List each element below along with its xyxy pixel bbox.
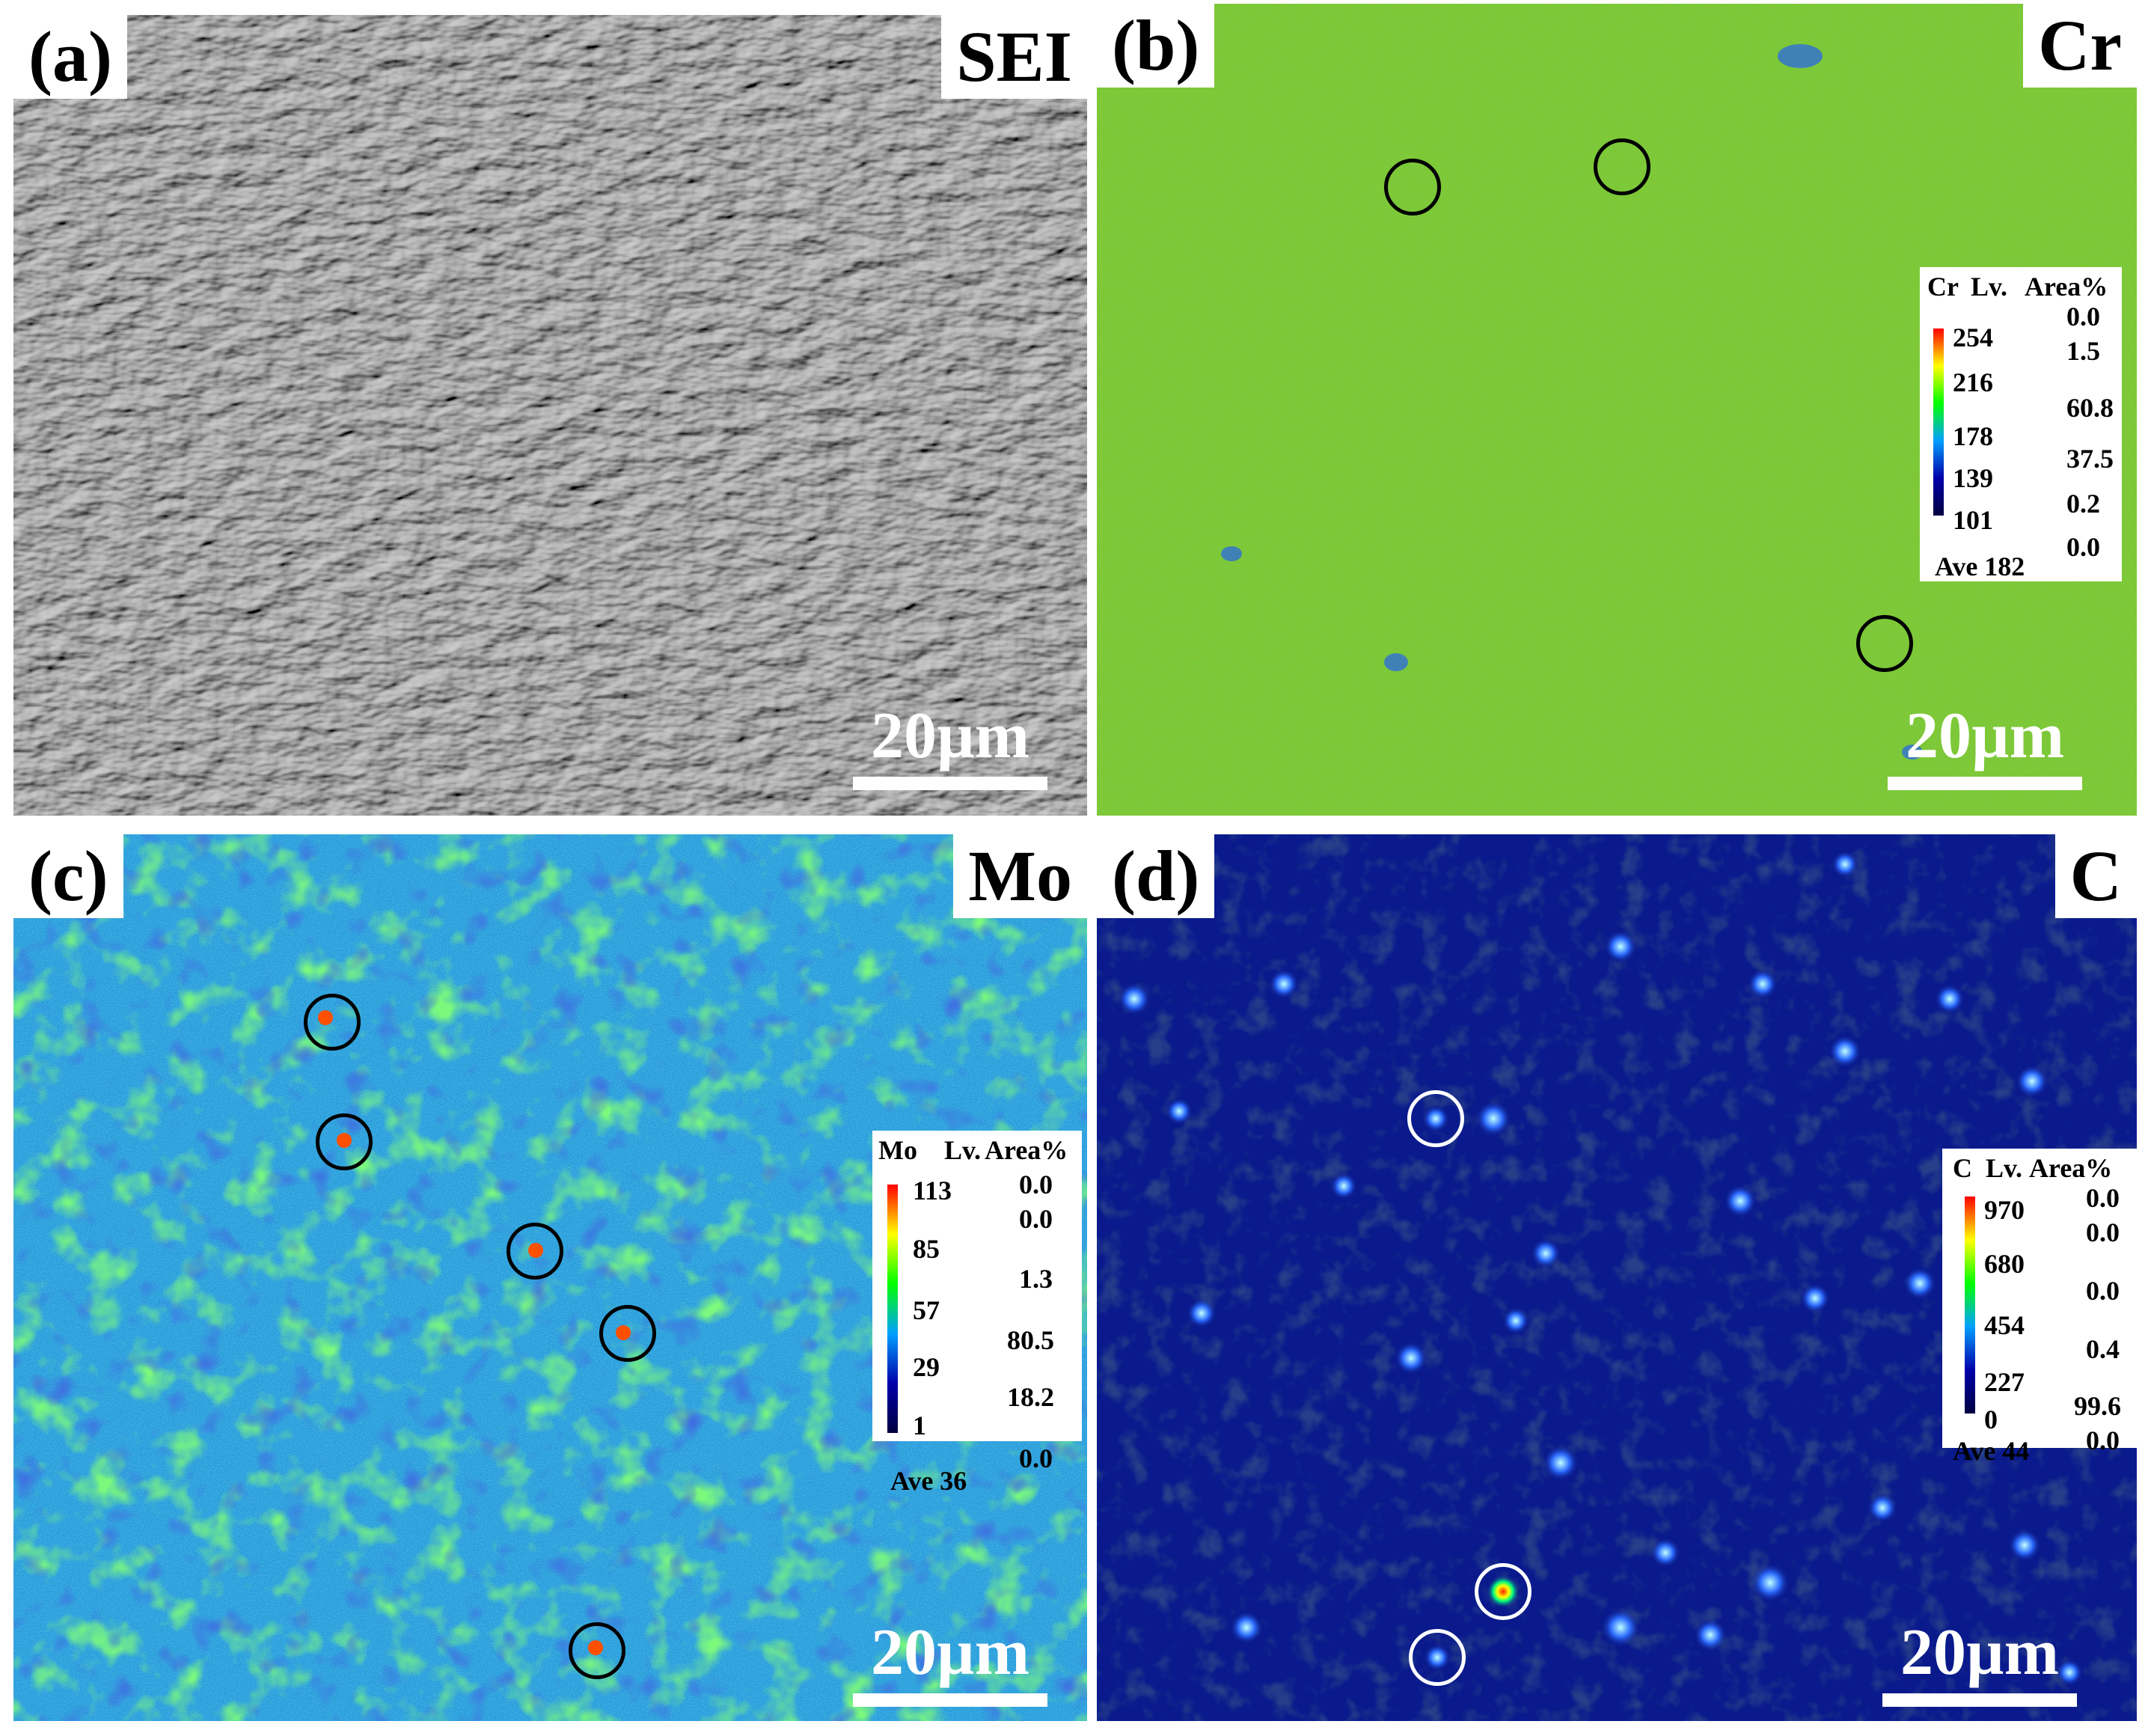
legend-level: 178	[1953, 421, 1993, 451]
legend-level: 680	[1984, 1249, 2025, 1279]
panel-c-label: (c)	[13, 834, 123, 918]
legend-average: Ave 36	[890, 1466, 967, 1496]
panel-d-scale-bar: 20µm	[1882, 1620, 2077, 1707]
marker-circle	[1856, 615, 1913, 672]
legend-lv-header: Lv.	[944, 1135, 982, 1165]
legend-area: 0.2	[2066, 489, 2100, 519]
legend-level: 113	[913, 1176, 952, 1205]
panel-d-c-map: (d) C C Lv. Area% 970 680 454 227 0 0.0 …	[1097, 834, 2137, 1721]
legend-area: 0.0	[2086, 1425, 2120, 1455]
marker-circle	[599, 1305, 656, 1362]
panel-a-label: (a)	[13, 15, 127, 99]
legend-lv-header: Lv.	[1986, 1153, 2023, 1183]
scale-bar-line	[853, 777, 1047, 790]
legend-area: 0.0	[1019, 1443, 1053, 1473]
legend-element: Cr	[1927, 272, 1959, 302]
legend-colorbar	[887, 1185, 898, 1433]
legend-level: 254	[1953, 323, 1993, 352]
panel-c-legend: Mo Lv. Area% 113 85 57 29 1 0.0 0.0 1.3 …	[872, 1131, 1082, 1494]
panel-d-legend: C Lv. Area% 970 680 454 227 0 0.0 0.0 0.…	[1942, 1149, 2137, 1464]
legend-area: 0.0	[2086, 1276, 2120, 1306]
c-map-texture	[1097, 834, 2137, 1721]
legend-area: 0.0	[2086, 1183, 2120, 1213]
marker-circle	[1594, 138, 1650, 195]
panel-b-label: (b)	[1097, 4, 1215, 88]
marker-circle	[1384, 159, 1441, 216]
legend-area: 99.6	[2074, 1391, 2121, 1421]
legend-colorbar	[1933, 328, 1944, 516]
legend-average: Ave 44	[1953, 1436, 2030, 1466]
marker-circle	[1409, 1629, 1466, 1686]
legend-level: 1	[913, 1410, 926, 1440]
marker-circle	[304, 994, 361, 1051]
legend-level: 57	[913, 1295, 940, 1325]
legend-area-header: Area%	[2025, 272, 2108, 302]
legend-colorbar	[1965, 1196, 1975, 1413]
legend-element: C	[1953, 1153, 1972, 1183]
panel-b-legend: Cr Lv. Area% 254 216 178 139 101 0.0 1.5…	[1920, 267, 2122, 581]
legend-lv-header: Lv.	[1971, 272, 2008, 302]
panel-c-element-label: Mo	[953, 834, 1087, 918]
scale-bar-text: 20µm	[1905, 700, 2064, 772]
legend-area: 1.5	[2066, 336, 2100, 366]
panel-b-scale-bar: 20µm	[1888, 703, 2082, 790]
legend-area: 0.4	[2086, 1334, 2120, 1364]
legend-level: 970	[1984, 1195, 2025, 1225]
legend-level: 454	[1984, 1310, 2025, 1340]
panel-b-element-label: Cr	[2023, 4, 2137, 88]
scale-bar-line	[1888, 777, 2082, 790]
panel-d-label: (d)	[1097, 834, 1215, 918]
legend-area: 0.0	[1019, 1170, 1053, 1199]
legend-area-header: Area%	[985, 1135, 1068, 1165]
legend-area-header: Area%	[2029, 1153, 2113, 1183]
legend-level: 85	[913, 1234, 940, 1264]
legend-area: 80.5	[1007, 1325, 1054, 1355]
legend-level: 139	[1953, 463, 1993, 493]
legend-area: 0.0	[1019, 1204, 1053, 1234]
panel-d-element-label: C	[2054, 834, 2137, 918]
sei-texture	[13, 15, 1087, 816]
panel-c-scale-bar: 20µm	[853, 1620, 1047, 1707]
legend-area: 1.3	[1019, 1264, 1053, 1294]
marker-circle	[569, 1622, 625, 1679]
marker-circle	[1407, 1090, 1464, 1147]
panel-a-element-label: SEI	[941, 15, 1087, 99]
legend-area: 18.2	[1007, 1382, 1054, 1412]
legend-area: 0.0	[2066, 532, 2100, 562]
legend-element: Mo	[878, 1135, 917, 1165]
legend-average: Ave 182	[1935, 551, 2025, 581]
scale-bar-line	[853, 1693, 1047, 1707]
scale-bar-text: 20µm	[870, 1616, 1029, 1689]
legend-area: 0.0	[2066, 302, 2100, 331]
panel-b-cr-map: (b) Cr Cr Lv. Area% 254 216 178 139 101 …	[1097, 4, 2137, 816]
marker-circle	[316, 1113, 373, 1170]
marker-circle	[507, 1223, 563, 1280]
legend-level: 29	[913, 1352, 940, 1382]
legend-area: 60.8	[2066, 393, 2114, 423]
scale-bar-line	[1882, 1693, 2077, 1707]
legend-area: 0.0	[2086, 1217, 2120, 1247]
legend-level: 227	[1984, 1367, 2025, 1397]
marker-circle	[1475, 1563, 1532, 1620]
panel-c-mo-map: (c) Mo Mo Lv. Area% 113 85 57 29 1 0.0 0…	[13, 834, 1087, 1721]
panel-a-sei-image: (a) SEI 20µm	[13, 15, 1087, 816]
legend-level: 0	[1984, 1405, 1998, 1434]
legend-level: 216	[1953, 367, 1993, 397]
legend-level: 101	[1953, 505, 1993, 535]
panel-a-scale-bar: 20µm	[853, 703, 1047, 790]
legend-area: 37.5	[2066, 444, 2114, 474]
scale-bar-text: 20µm	[1900, 1616, 2059, 1689]
scale-bar-text: 20µm	[870, 700, 1029, 772]
